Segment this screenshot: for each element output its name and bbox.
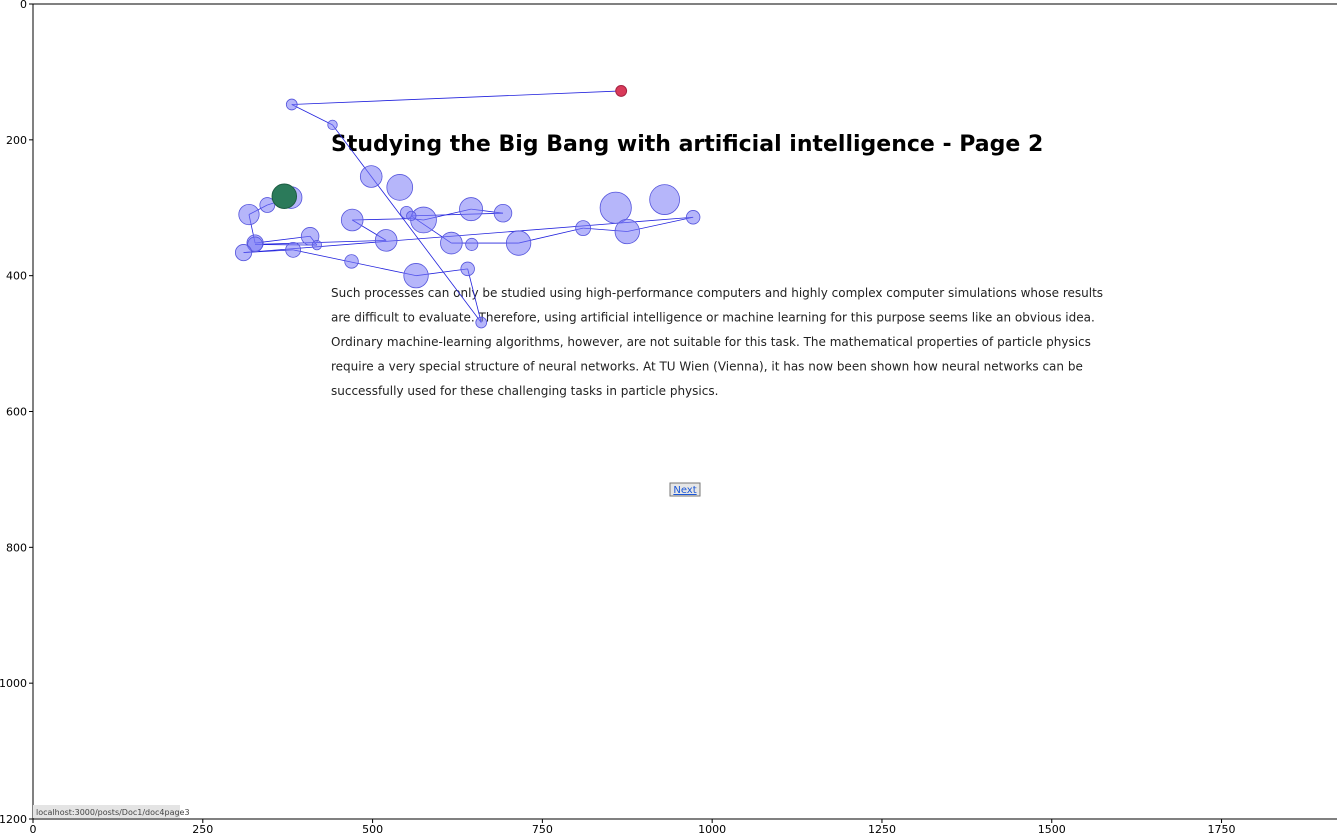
fixation-point (374, 229, 398, 252)
article-paragraph: Such processes can only be studied using… (331, 286, 1103, 398)
fixation-point (311, 239, 323, 251)
fixation-point (475, 316, 488, 329)
paragraph-line: are difficult to evaluate. Therefore, us… (331, 311, 1095, 325)
saccade-line (291, 104, 333, 126)
stimulus-page: Studying the Big Bang with artificial in… (33, 132, 1103, 818)
fixations (234, 84, 701, 329)
next-button-frame[interactable] (669, 482, 701, 497)
x-tick-label: 1250 (868, 823, 896, 836)
y-tick-label: 800 (6, 541, 27, 554)
y-tick-label: 1000 (0, 677, 27, 690)
y-tick-label: 400 (6, 270, 27, 283)
fixation-point (465, 237, 479, 251)
fixation-point (649, 184, 680, 215)
fixation-point (403, 263, 429, 289)
fixation-point (238, 203, 260, 226)
x-tick-label: 500 (362, 823, 383, 836)
fixation-point (493, 203, 513, 223)
fixation-point (340, 208, 364, 232)
fixation-point (460, 261, 475, 277)
next-button-label[interactable]: Next (673, 485, 696, 496)
paragraph-line: Such processes can only be studied using… (331, 286, 1103, 300)
fixation-point (327, 119, 338, 131)
x-tick-label: 1500 (1038, 823, 1066, 836)
fixation-point (406, 210, 417, 222)
fixation-point (459, 197, 484, 222)
fixation-point (440, 231, 463, 255)
y-tick-label: 0 (20, 0, 27, 11)
fixation-point (505, 230, 532, 256)
next-button[interactable]: Next (669, 482, 701, 497)
x-tick-label: 1000 (698, 823, 726, 836)
x-tick-label: 0 (30, 823, 37, 836)
fixation-point (614, 218, 640, 245)
y-tick-label: 1200 (0, 813, 27, 826)
fixation-point (359, 165, 383, 188)
fixation-point (234, 244, 253, 262)
fixation-point (410, 206, 437, 234)
fixation-point (285, 241, 302, 258)
x-tick-label: 750 (532, 823, 553, 836)
fixation-point (685, 210, 701, 225)
fixation-point (575, 220, 592, 237)
saccade-line (332, 124, 482, 323)
saccade-line (291, 90, 622, 105)
fixation-point (247, 236, 263, 253)
fixation-end (615, 84, 628, 97)
paragraph-line: successfully used for these challenging … (331, 384, 718, 398)
fixation-point (599, 191, 632, 224)
x-tick-label: 250 (192, 823, 213, 836)
fixation-point (285, 98, 298, 111)
status-bar-background (33, 805, 180, 818)
saccade-line (467, 268, 482, 323)
paragraph-line: require a very special structure of neur… (331, 360, 1083, 374)
saccade-line (255, 244, 317, 246)
y-tick-label: 600 (6, 406, 27, 419)
status-bar: localhost:3000/posts/Doc1/doc4page3 (33, 805, 190, 818)
fixation-point (259, 197, 276, 213)
fixation-point (344, 254, 359, 269)
status-url: localhost:3000/posts/Doc1/doc4page3 (36, 808, 190, 817)
fixation-start (271, 183, 298, 209)
page-title: Studying the Big Bang with artificial in… (331, 132, 1043, 157)
y-tick-label: 200 (6, 134, 27, 147)
paragraph-line: Ordinary machine-learning algorithms, ho… (331, 335, 1091, 349)
fixation-point (386, 174, 414, 201)
x-tick-label: 1750 (1208, 823, 1236, 836)
